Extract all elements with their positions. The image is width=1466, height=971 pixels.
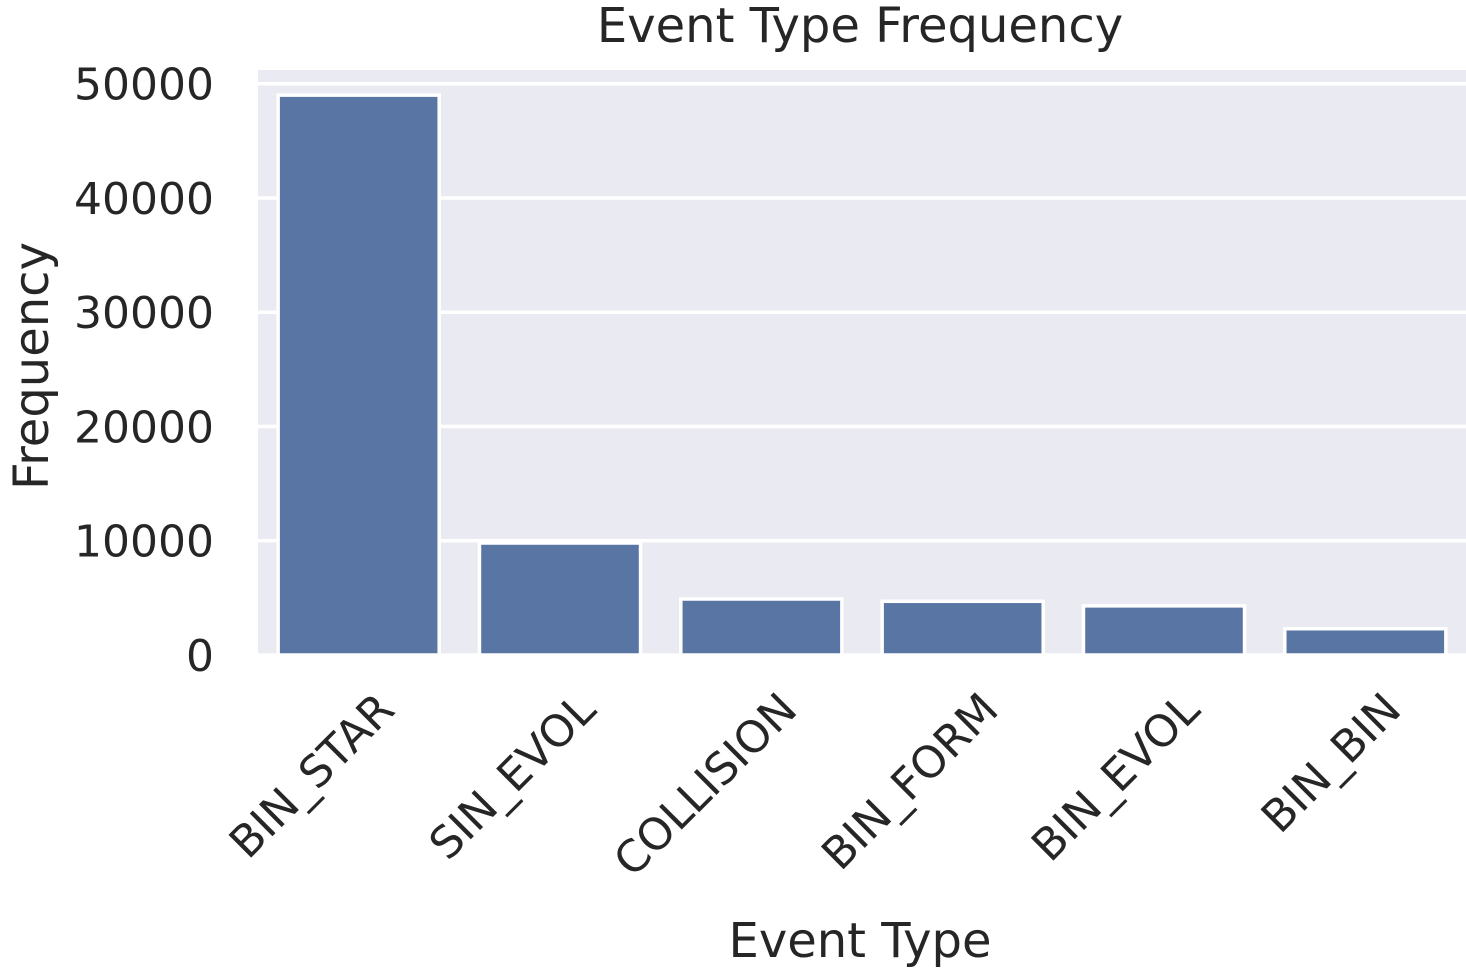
x-tick-label: BIN_EVOL bbox=[1022, 683, 1210, 871]
bar-bin-form bbox=[880, 599, 1045, 657]
y-tick-labels: 0 10000 20000 30000 40000 50000 bbox=[74, 60, 214, 682]
y-tick-label: 50000 bbox=[74, 60, 214, 111]
plot-area bbox=[258, 70, 1466, 655]
bar-sin-evol bbox=[477, 541, 643, 657]
y-axis-label: Frequency bbox=[4, 242, 60, 490]
grid-lines bbox=[258, 81, 1466, 657]
x-tick-label: COLLISION bbox=[604, 684, 807, 887]
y-tick-label: 40000 bbox=[74, 174, 214, 225]
y-tick-label: 0 bbox=[186, 631, 214, 682]
bar-bin-bin bbox=[1283, 626, 1448, 657]
x-tick-label: BIN_BIN bbox=[1252, 684, 1411, 843]
x-tick-label: BIN_FORM bbox=[812, 684, 1008, 880]
bar-bin-star bbox=[276, 93, 441, 657]
x-axis-label: Event Type bbox=[728, 913, 991, 969]
x-tick-label: BIN_STAR bbox=[220, 684, 405, 869]
bar-bin-evol bbox=[1081, 604, 1247, 657]
y-tick-label: 20000 bbox=[74, 402, 214, 453]
y-tick-label: 30000 bbox=[74, 288, 214, 339]
bar-collision bbox=[679, 597, 844, 657]
bars bbox=[276, 93, 1448, 657]
x-tick-label: SIN_EVOL bbox=[420, 683, 606, 869]
y-tick-label: 10000 bbox=[74, 517, 214, 568]
chart-title: Event Type Frequency bbox=[597, 0, 1123, 54]
